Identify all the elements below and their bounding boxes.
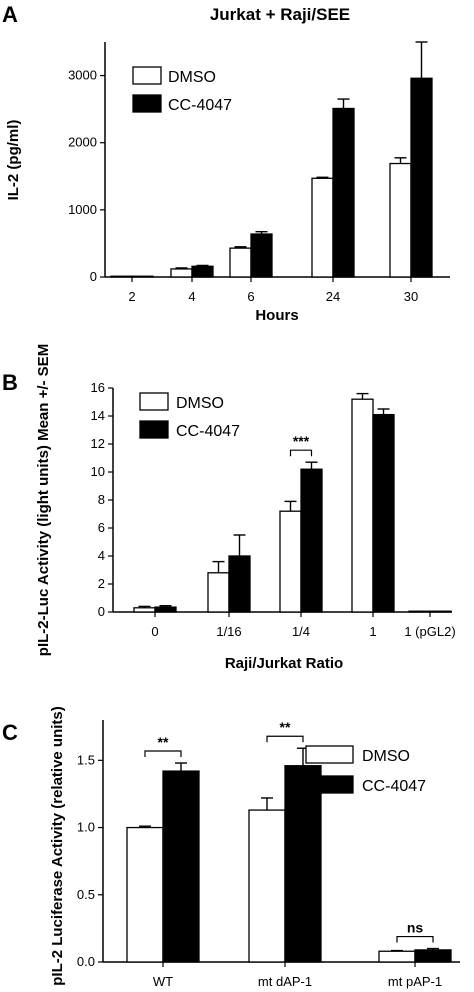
bar-dmso (311, 177, 334, 278)
x-tick-label: mt dAP-1 (258, 974, 312, 989)
bar-dmso (248, 809, 286, 963)
x-axis-label: Raji/Jurkat Ratio (225, 655, 343, 672)
x-tick-label: 1/16 (216, 624, 241, 639)
y-tick-label: 4 (98, 548, 105, 563)
panel-letter: C (2, 720, 18, 745)
y-tick-label: 1.0 (77, 820, 95, 835)
bar-cc-4047 (154, 606, 177, 613)
y-tick-label: 2 (98, 576, 105, 591)
bar-cc-4047 (429, 610, 452, 613)
bar-cc-4047 (250, 233, 273, 278)
y-tick-label: 0 (98, 604, 105, 619)
x-tick-label: 0 (151, 624, 158, 639)
y-tick-label: 10 (91, 464, 105, 479)
bar-dmso (229, 247, 252, 278)
x-tick-label: 30 (404, 289, 418, 304)
bar-dmso (408, 610, 431, 613)
x-tick-label: 1 (pGL2) (404, 624, 455, 639)
y-tick-label: 2000 (68, 135, 97, 150)
bar-cc-4047 (410, 77, 433, 278)
y-tick-label: 1.5 (77, 752, 95, 767)
y-tick-label: 8 (98, 492, 105, 507)
y-tick-label: 0 (90, 269, 97, 284)
x-tick-label: 1/4 (292, 624, 310, 639)
legend-label: CC-4047 (168, 97, 232, 114)
x-tick-label: 2 (128, 289, 135, 304)
bar-cc-4047 (228, 555, 251, 613)
y-tick-label: 1000 (68, 202, 97, 217)
bar-dmso (126, 826, 164, 963)
bar-dmso (133, 607, 156, 613)
y-tick-label: 3000 (68, 68, 97, 83)
x-tick-label: mt pAP-1 (388, 974, 442, 989)
significance-label: ns (407, 920, 424, 936)
chart-title: Jurkat + Raji/SEE (210, 5, 350, 24)
significance-bracket (266, 735, 304, 743)
bar-cc-4047 (300, 468, 323, 613)
chart-panel-a: A Jurkat + Raji/SEE 0 1000 2000 3000 IL-2 (pg/… (2, 2, 450, 324)
x-tick-label: 4 (188, 289, 195, 304)
bar-cc-4047 (162, 770, 200, 963)
y-axis-label: IL-2 (pg/ml) (5, 120, 22, 201)
y-tick-label: 0.5 (77, 887, 95, 902)
bar-dmso (378, 950, 416, 963)
bar-dmso (110, 275, 133, 278)
legend-swatch (305, 775, 354, 794)
significance-label: *** (293, 433, 310, 449)
bar-dmso (170, 268, 193, 278)
legend-label: DMSO (362, 748, 410, 765)
significance-bracket (396, 935, 434, 943)
y-tick-label: 12 (91, 436, 105, 451)
x-tick-label: 1 (369, 624, 376, 639)
bar-dmso (207, 572, 230, 613)
chart-panel-c: C 0.0 0.5 1.0 1.5 pIL-2 Luciferase Activity (… (2, 706, 460, 989)
x-axis-label: Hours (255, 307, 298, 324)
legend-swatch (139, 392, 169, 411)
significance-label: ** (158, 734, 169, 750)
bar-cc-4047 (372, 413, 395, 613)
x-tick-label: 6 (247, 289, 254, 304)
y-axis-label: pIL-2-Luc Activity (light units) Mean +/… (35, 344, 52, 656)
significance-bracket (144, 750, 182, 758)
legend-label: DMSO (168, 69, 216, 86)
x-tick-label: WT (153, 974, 173, 989)
y-tick-label: 16 (91, 380, 105, 395)
y-tick-label: 14 (91, 408, 105, 423)
legend-swatch (132, 94, 162, 113)
legend-label: CC-4047 (362, 778, 426, 795)
legend-swatch (139, 420, 169, 439)
legend-swatch (305, 745, 354, 764)
legend-label: CC-4047 (176, 423, 240, 440)
significance-label: ** (280, 719, 291, 735)
bar-dmso (279, 510, 302, 613)
bar-cc-4047 (414, 949, 452, 963)
x-tick-label: 24 (326, 289, 340, 304)
panel-letter: B (2, 370, 18, 395)
y-tick-label: 6 (98, 520, 105, 535)
legend-swatch (132, 66, 162, 85)
y-axis-label: pIL-2 Luciferase Activity (relative unit… (49, 706, 66, 986)
significance-bracket (289, 449, 313, 457)
bar-dmso (389, 162, 412, 278)
bar-cc-4047 (284, 765, 322, 963)
bar-dmso (351, 398, 374, 613)
y-tick-label: 0.0 (77, 954, 95, 969)
legend-label: DMSO (176, 395, 224, 412)
bar-cc-4047 (191, 265, 214, 278)
bar-cc-4047 (332, 107, 355, 278)
panel-letter: A (2, 2, 18, 27)
bar-cc-4047 (131, 275, 154, 278)
